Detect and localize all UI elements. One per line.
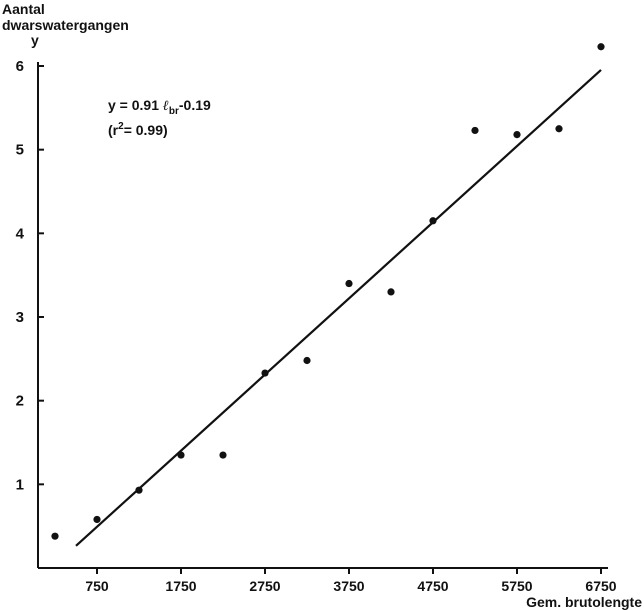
data-point (177, 451, 185, 459)
x-tick-label: 4750 (417, 578, 448, 594)
y-axis-letter: y (31, 32, 39, 48)
r2-superscript: 2 (118, 121, 124, 132)
data-point (345, 279, 353, 288)
x-tick-label: 1750 (165, 578, 196, 594)
y-tick-label: 3 (16, 309, 24, 326)
x-ticks: 750 1750 2750 3750 4750 5750 6750 (85, 568, 617, 594)
y-tick-label: 5 (16, 142, 24, 159)
x-tick-label: 750 (85, 578, 109, 594)
data-point (471, 126, 479, 135)
y-tick-label: 1 (16, 476, 24, 493)
regression-equation: y = 0.91 ℓbr-0.19 (108, 97, 211, 117)
x-tick-label: 6750 (585, 578, 616, 594)
y-axis-label-line1: Aantal (2, 1, 45, 17)
data-point (513, 131, 521, 139)
data-points (51, 43, 605, 540)
equation-variable: ℓ (163, 98, 169, 114)
x-tick-label: 3750 (333, 578, 364, 594)
data-point (135, 486, 143, 494)
equation-suffix: -0.19 (179, 97, 211, 113)
data-point (597, 43, 605, 51)
y-axis-label-line2: dwarswatergangen (2, 17, 129, 33)
y-ticks: 1 2 3 4 5 6 (16, 58, 44, 493)
equation-prefix: y = 0.91 (108, 97, 163, 113)
regression-line (75, 69, 602, 547)
r-squared: (r2= 0.99) (108, 121, 168, 138)
y-tick-label: 2 (16, 393, 24, 410)
data-point (555, 125, 563, 133)
fit-line (75, 69, 602, 547)
y-tick-label: 6 (16, 58, 24, 75)
data-point (219, 451, 227, 459)
x-axis-label: Gem. brutolengte (526, 594, 642, 610)
x-tick-label: 2750 (249, 578, 280, 594)
r2-open: (r (108, 122, 119, 138)
data-point (387, 288, 395, 296)
r2-close: = 0.99) (124, 122, 168, 138)
data-point (303, 356, 311, 365)
data-point (93, 515, 101, 524)
data-point (51, 532, 59, 540)
x-tick-label: 5750 (501, 578, 532, 594)
data-point (429, 217, 437, 225)
y-tick-label: 4 (16, 225, 25, 242)
equation-subscript: br (169, 106, 179, 117)
data-point (261, 369, 269, 377)
